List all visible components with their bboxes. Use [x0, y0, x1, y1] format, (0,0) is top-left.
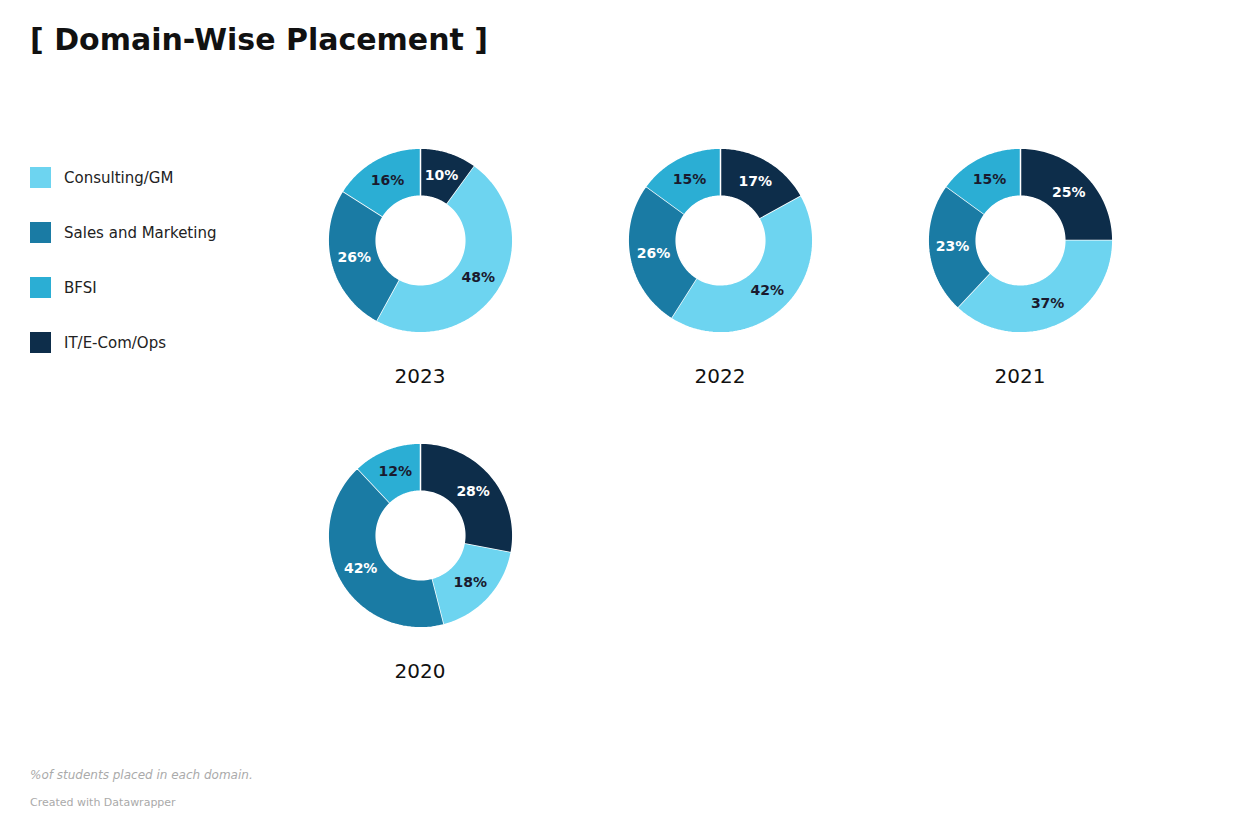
html-text:IT/E-Com/Ops: IT/E-Com/Ops: [64, 333, 166, 352]
svg-text:16%: 16%: [371, 172, 405, 188]
svg-text:18%: 18%: [454, 574, 488, 590]
html-text:Created with Datawrapper: Created with Datawrapper: [30, 796, 176, 809]
svg-text:12%: 12%: [379, 463, 413, 479]
html-text:Consulting/GM: Consulting/GM: [64, 168, 174, 187]
html-text:2021: 2021: [994, 364, 1046, 388]
html-text:2023: 2023: [394, 364, 446, 388]
html-text:Sales and Marketing: Sales and Marketing: [64, 223, 217, 242]
svg-text:15%: 15%: [673, 171, 707, 187]
svg-text:42%: 42%: [751, 282, 785, 298]
html-text:[ Domain-Wise Placement ]: [ Domain-Wise Placement ]: [30, 22, 488, 57]
svg-text:26%: 26%: [637, 245, 671, 261]
svg-text:28%: 28%: [456, 483, 490, 499]
html-text:2022: 2022: [694, 364, 746, 388]
svg-text:42%: 42%: [344, 560, 378, 576]
html-text:%of students placed in each do: %of students placed in each domain.: [30, 768, 253, 782]
html-text:BFSI: BFSI: [64, 278, 97, 297]
svg-text:26%: 26%: [338, 249, 372, 265]
svg-text:48%: 48%: [461, 269, 495, 285]
svg-text:17%: 17%: [739, 173, 773, 189]
svg-text:23%: 23%: [936, 238, 970, 254]
html-text:2020: 2020: [394, 659, 446, 683]
svg-text:37%: 37%: [1031, 295, 1065, 311]
svg-text:10%: 10%: [425, 167, 459, 183]
svg-text:25%: 25%: [1052, 184, 1086, 200]
svg-text:15%: 15%: [973, 171, 1007, 187]
